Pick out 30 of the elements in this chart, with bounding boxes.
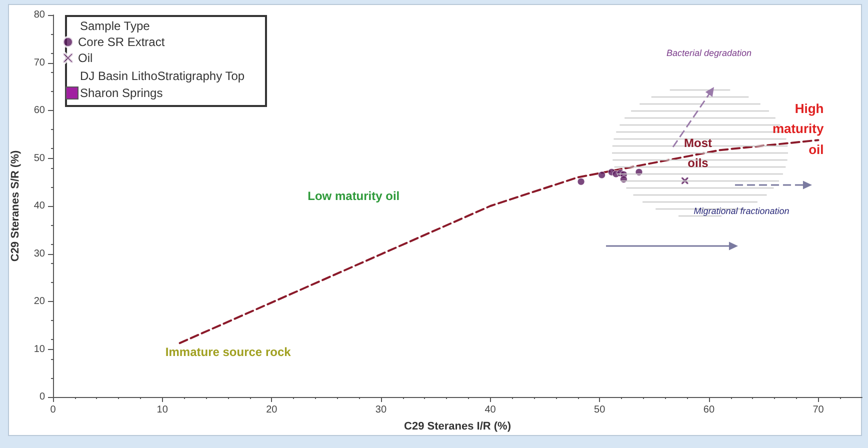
y-tick-label: 60 xyxy=(34,105,46,116)
legend-label: Oil xyxy=(78,51,93,65)
y-tick-label: 30 xyxy=(34,248,46,260)
annotation: DJ Basin LithoStratigraphy Top xyxy=(80,69,245,83)
x-tick-label: 40 xyxy=(484,404,496,416)
annotation: High maturity oil xyxy=(771,100,824,160)
x-tick-label: 50 xyxy=(594,404,606,416)
y-tick-label: 20 xyxy=(34,296,46,307)
y-tick-label: 50 xyxy=(34,152,46,164)
annotation: Immature source rock xyxy=(165,344,291,359)
y-tick-label: 0 xyxy=(39,392,46,402)
annotation: Low maturity oil xyxy=(308,189,400,204)
y-axis-title: C29 Steranes S/R (%) xyxy=(10,150,22,262)
x-tick-label: 20 xyxy=(266,404,278,416)
annotation: Bacterial degradation xyxy=(666,48,752,58)
x-tick-label: 70 xyxy=(812,404,824,416)
legend-label: Core SR Extract xyxy=(78,35,166,49)
y-tick-label: 80 xyxy=(34,10,46,20)
annotation: Migrational fractionation xyxy=(694,206,790,216)
annotation: Sharon Springs xyxy=(80,86,163,100)
annotation: Most oils xyxy=(683,135,713,172)
y-tick-label: 40 xyxy=(34,200,46,212)
x-axis-title: C29 Steranes I/R (%) xyxy=(404,420,512,432)
x-tick-label: 10 xyxy=(156,404,168,416)
y-tick-label: 10 xyxy=(34,344,46,355)
x-tick-label: 30 xyxy=(375,404,387,416)
legend-title: Sample Type xyxy=(80,19,150,33)
x-tick-label: 60 xyxy=(703,404,715,416)
y-tick-label: 70 xyxy=(34,57,46,68)
x-tick-label: 0 xyxy=(50,404,56,416)
